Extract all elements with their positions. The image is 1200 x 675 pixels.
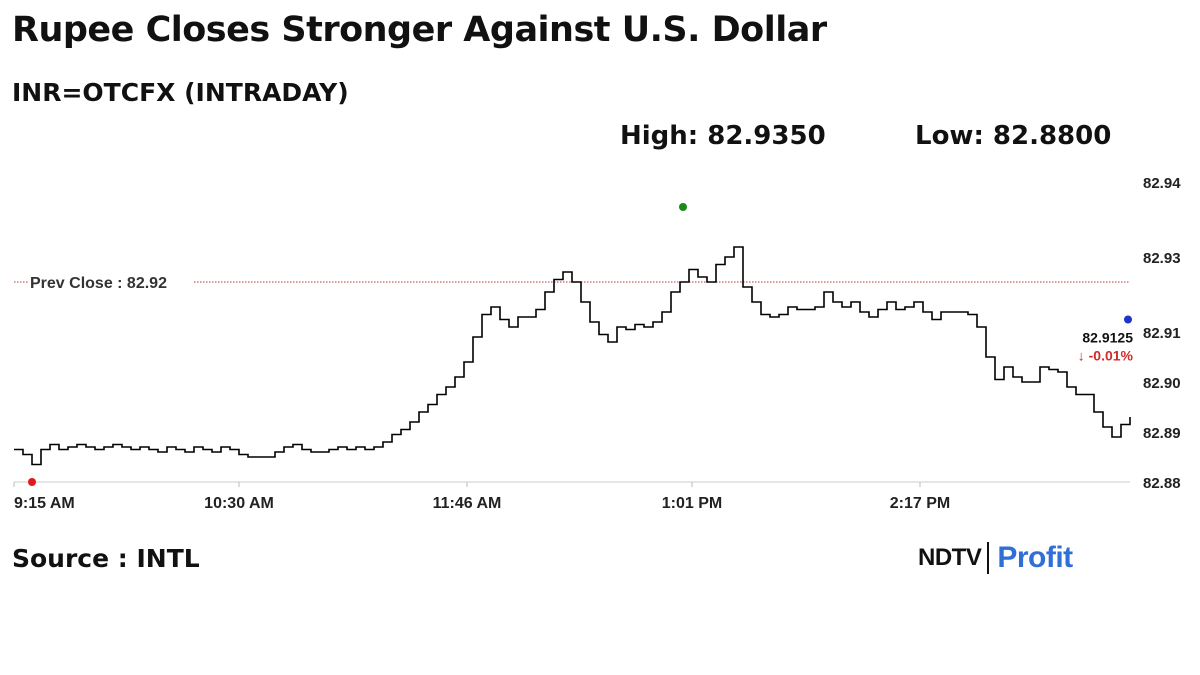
y-tick-label: 82.94 [1143,175,1181,192]
intraday-line-chart: Prev Close : 82.92 82.88 82.89 82.90 82.91 82… [13,175,1181,512]
chart-labels: Prev Close : 82.92 82.88 82.89 82.90 82.91 82… [14,175,1181,512]
last-point-marker [1124,315,1132,324]
y-tick-label: 82.93 [1143,250,1181,267]
x-tick-label: 1:01 PM [662,495,722,512]
prev-close-label: Prev Close : 82.92 [30,275,167,292]
y-tick-label: 82.90 [1143,375,1181,392]
prev-close-label-bg [28,272,194,292]
instrument-label: INR=OTCFX (INTRADAY) [12,78,349,107]
chart-markers [28,203,1132,486]
chart-title: Rupee Closes Stronger Against U.S. Dolla… [12,10,827,50]
day-high-label: High: 82.9350 [620,121,826,151]
x-tick-label: 10:30 AM [204,495,274,512]
x-tick-label: 9:15 AM [14,495,75,512]
day-low-label: Low: 82.8800 [915,121,1112,151]
low-point-marker [28,478,36,486]
high-point-marker [679,203,687,211]
x-tick-label: 2:17 PM [890,495,950,512]
last-price-label: 82.9125 [1082,330,1133,346]
y-tick-label: 82.89 [1143,425,1181,442]
last-change-label: ↓ -0.01% [1078,348,1134,364]
price-series [14,246,1131,466]
logo-divider [987,542,990,574]
ndtv-profit-logo: NDTV Profit [918,538,1073,578]
logo-profit-text: Profit [997,541,1073,574]
x-tick-label: 11:46 AM [433,495,502,512]
source-label: Source : INTL [12,544,200,573]
logo-ndtv-text: NDTV [918,544,982,571]
price-line [14,246,1131,466]
y-tick-label: 82.88 [1143,475,1181,492]
y-tick-label: 82.91 [1143,325,1181,342]
